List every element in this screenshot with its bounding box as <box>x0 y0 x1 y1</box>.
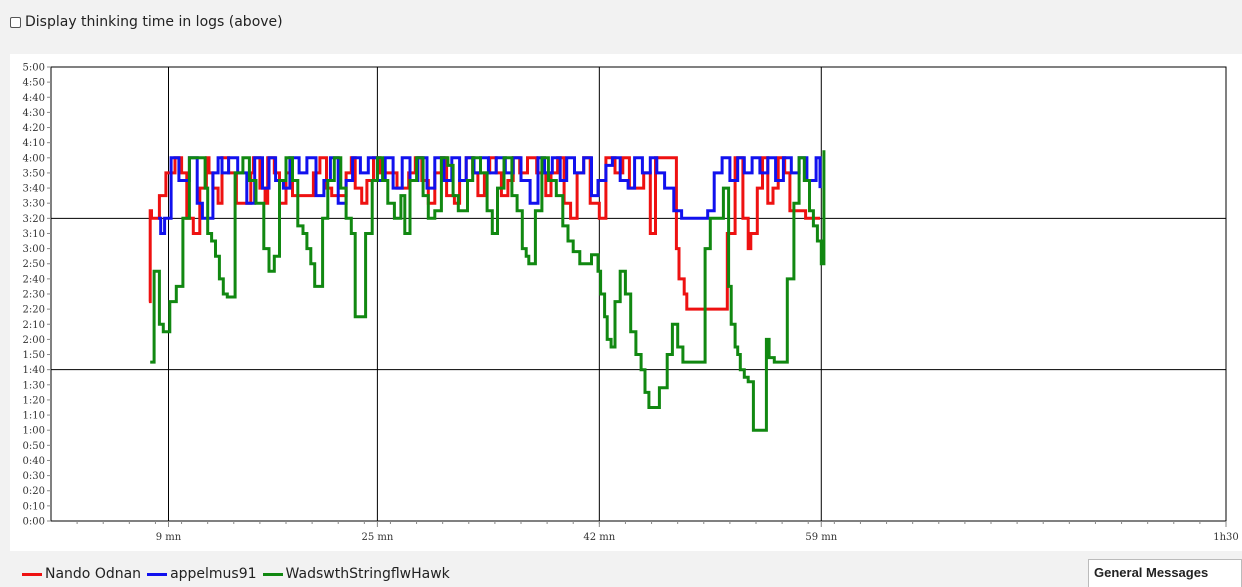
legend-label-1: appelmus91 <box>170 566 257 582</box>
y-tick-label-13: 2:10 <box>23 320 45 331</box>
y-tick-label-16: 2:40 <box>23 274 45 285</box>
legend-item-2: WadswthStringflwHawk <box>262 566 450 582</box>
y-tick-label-14: 2:20 <box>23 305 45 316</box>
display-thinking-time-label: Display thinking time in logs (above) <box>25 14 283 30</box>
x-tick-label-3: 59 mn <box>805 532 837 543</box>
y-tick-label-15: 2:30 <box>23 290 45 301</box>
legend-label-2: WadswthStringflwHawk <box>285 566 450 582</box>
y-tick-label-17: 2:50 <box>23 259 45 270</box>
x-tick-label-2: 42 mn <box>583 532 615 543</box>
y-tick-label-12: 2:00 <box>23 335 45 346</box>
legend-item-0: Nando Odnan <box>22 566 141 582</box>
y-tick-label-2: 0:20 <box>23 486 45 497</box>
y-tick-label-20: 3:20 <box>23 214 45 225</box>
legend-swatch-0 <box>22 572 42 576</box>
y-tick-label-11: 1:50 <box>23 350 45 361</box>
y-tick-label-25: 4:10 <box>23 138 45 149</box>
y-tick-label-28: 4:40 <box>23 93 45 104</box>
y-tick-label-6: 1:00 <box>23 426 45 437</box>
y-tick-label-10: 1:40 <box>23 365 45 376</box>
chart-legend: Nando Odnan appelmus91 WadswthStringflwH… <box>22 566 456 582</box>
y-tick-label-9: 1:30 <box>23 380 45 391</box>
y-tick-label-3: 0:30 <box>23 471 45 482</box>
y-tick-label-4: 0:40 <box>23 456 45 467</box>
y-tick-label-27: 4:30 <box>23 108 45 119</box>
legend-swatch-1 <box>147 572 168 576</box>
x-tick-label-1: 25 mn <box>361 532 393 543</box>
y-tick-label-19: 3:10 <box>23 229 45 240</box>
y-tick-label-29: 4:50 <box>23 78 45 89</box>
y-tick-label-8: 1:20 <box>23 395 45 406</box>
y-tick-label-24: 4:00 <box>23 153 45 164</box>
y-tick-label-23: 3:50 <box>23 168 45 179</box>
chart-panel: 0:00 0:10 0:20 0:30 0:40 0:50 1:00 1:10 1:20 1:30… <box>10 54 1242 551</box>
legend-item-1: appelmus91 <box>147 566 257 582</box>
legend-swatch-2 <box>262 572 283 576</box>
general-messages-tab[interactable]: General Messages <box>1088 559 1242 587</box>
y-tick-label-22: 3:40 <box>23 184 45 195</box>
y-tick-label-5: 0:50 <box>23 441 45 452</box>
y-tick-label-0: 0:00 <box>23 517 45 528</box>
legend-label-0: Nando Odnan <box>45 566 142 582</box>
display-thinking-time-toggle[interactable]: Display thinking time in logs (above) <box>10 13 283 31</box>
series-line-2 <box>150 150 826 432</box>
y-tick-label-30: 5:00 <box>23 63 45 74</box>
x-tick-label-4: 1h30 <box>1213 532 1239 543</box>
x-tick-label-0: 9 mn <box>156 532 182 543</box>
plot-frame <box>50 66 1227 522</box>
y-tick-label-26: 4:20 <box>23 123 45 134</box>
y-tick-label-18: 3:00 <box>23 244 45 255</box>
y-tick-label-1: 0:10 <box>23 501 45 512</box>
y-tick-label-7: 1:10 <box>23 411 45 422</box>
thinking-time-chart: 0:00 0:10 0:20 0:30 0:40 0:50 1:00 1:10 1:20 1:30… <box>23 63 1239 544</box>
y-tick-label-21: 3:30 <box>23 199 45 210</box>
display-thinking-time-checkbox[interactable] <box>10 16 21 28</box>
